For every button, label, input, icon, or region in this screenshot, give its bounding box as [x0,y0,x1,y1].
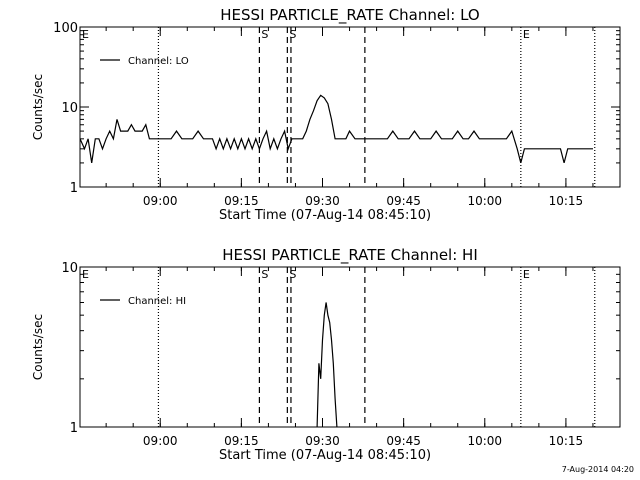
marker-label-7: E [523,28,530,41]
y-tick-label-1: 1 [70,421,78,436]
x-axis-label: Start Time (07-Aug-14 08:45:10) [219,448,431,463]
y-tick-label-2: 10 [61,261,78,276]
marker-label-3: S [261,268,268,281]
marker-label-3: S [261,28,268,41]
y-axis-label: Counts/sec [31,74,45,140]
x-tick-label-5: 10:00 [467,434,502,448]
y-axis-label: Counts/sec [31,314,45,380]
chart-title: HESSI PARTICLE_RATE Channel: HI [222,246,478,265]
x-tick-label-6: 10:15 [549,434,584,448]
chart-title: HESSI PARTICLE_RATE Channel: LO [220,6,479,25]
x-tick-label-2: 09:15 [224,434,259,448]
chart-panels: HESSI PARTICLE_RATE Channel: LOE S S E11010… [31,6,621,463]
panel-1: HESSI PARTICLE_RATE Channel: LO E S S E 1 10 10… [31,6,621,223]
x-tick-label-3: 09:30 [305,434,340,448]
legend-label: Channel: HI [128,296,186,307]
x-tick-label-5: 10:00 [467,194,502,208]
panel-2: HESSI PARTICLE_RATE Channel: HI E S S E 1 10 09… [31,246,621,463]
x-tick-label-2: 09:15 [224,194,259,208]
x-axis-label: Start Time (07-Aug-14 08:45:10) [219,208,431,223]
marker-label-7: E [523,268,530,281]
marker-label-1: E [82,28,89,41]
marker-label-4: S [289,268,296,281]
x-tick-label-4: 09:45 [386,434,421,448]
legend-label: Channel: LO [128,56,189,67]
x-tick-label-6: 10:15 [549,194,584,208]
marker-label-4: S [289,28,296,41]
y-tick-label-2: 10 [61,101,78,116]
series-line-1 [79,94,593,164]
y-tick-label-3: 100 [53,21,78,36]
x-tick-label-3: 09:30 [305,194,340,208]
x-tick-label-4: 09:45 [386,194,421,208]
series-line-1 [316,302,338,428]
x-tick-label-1: 09:00 [143,194,178,208]
footer-timestamp: 7-Aug-2014 04:20 [562,465,634,474]
marker-label-1: E [82,268,89,281]
x-tick-label-1: 09:00 [143,434,178,448]
y-tick-label-1: 1 [70,181,78,196]
